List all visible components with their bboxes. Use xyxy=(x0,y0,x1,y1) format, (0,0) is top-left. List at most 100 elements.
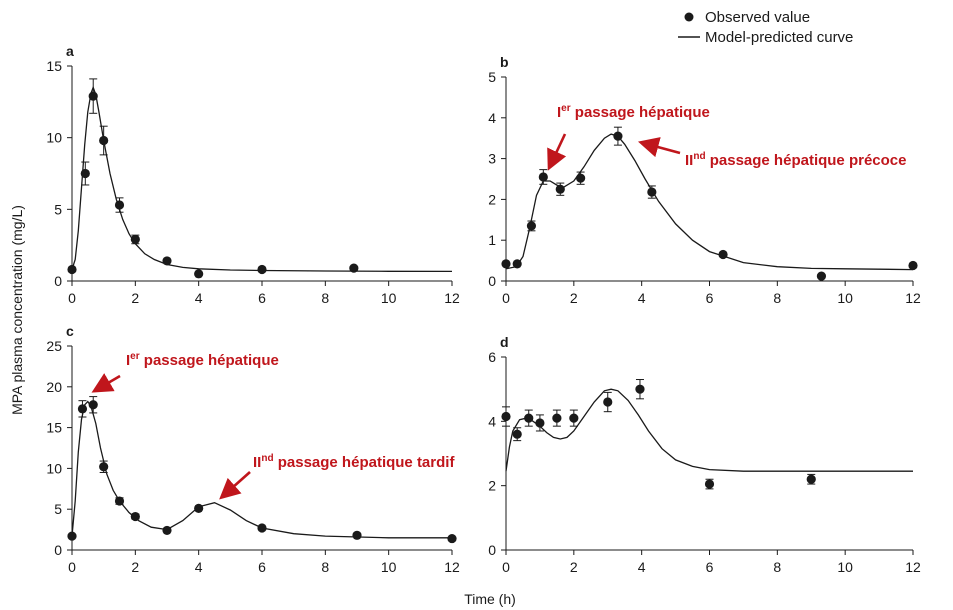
x-tick-label-d-1: 2 xyxy=(570,559,578,575)
observed-point-b-1 xyxy=(512,259,522,269)
model-curve-a xyxy=(71,85,453,273)
annotation-arrow-c-0 xyxy=(91,373,121,393)
panel-letter-b: b xyxy=(500,54,509,70)
x-tick-label-b-0: 0 xyxy=(502,290,510,306)
observed-point-c-8 xyxy=(257,523,267,533)
x-tick-label-c-2: 4 xyxy=(195,559,203,575)
x-tick-label-c-5: 10 xyxy=(381,559,397,575)
y-tick-label-b-0: 0 xyxy=(488,273,496,289)
x-tick-label-c-3: 6 xyxy=(258,559,266,575)
y-tick-label-b-5: 5 xyxy=(488,69,496,85)
x-tick-label-b-4: 8 xyxy=(773,290,781,306)
legend-label-observed: Observed value xyxy=(705,9,810,26)
observed-point-b-6 xyxy=(613,131,623,141)
y-tick-label-b-2: 2 xyxy=(488,191,496,207)
observed-point-c-2 xyxy=(88,400,98,410)
observed-point-c-3 xyxy=(99,462,109,472)
y-tick-label-d-2: 4 xyxy=(488,413,496,429)
x-tick-label-b-1: 2 xyxy=(570,290,578,306)
y-axis-label: MPA plasma concentration (mg/L) xyxy=(9,205,25,415)
observed-point-b-3 xyxy=(538,172,548,182)
observed-point-d-1 xyxy=(512,429,522,439)
observed-point-a-0 xyxy=(67,264,77,275)
observed-point-c-6 xyxy=(162,525,172,536)
observed-point-b-5 xyxy=(576,173,586,183)
panel-letter-a: a xyxy=(66,43,74,59)
observed-point-a-9 xyxy=(349,263,359,273)
y-tick-label-a-0: 0 xyxy=(54,273,62,289)
x-tick-label-d-2: 4 xyxy=(638,559,646,575)
annotation-text-b-0: Ier passage hépatique xyxy=(557,103,710,121)
y-tick-label-c-4: 20 xyxy=(46,379,62,395)
y-tick-label-b-1: 1 xyxy=(488,232,496,248)
x-tick-label-c-4: 8 xyxy=(321,559,329,575)
legend-marker-observed xyxy=(684,12,694,22)
y-tick-label-c-2: 10 xyxy=(46,460,62,476)
observed-point-b-9 xyxy=(816,271,827,281)
x-tick-label-b-5: 10 xyxy=(837,290,853,306)
observed-point-a-8 xyxy=(257,264,267,275)
x-tick-label-a-4: 8 xyxy=(321,290,329,306)
annotation-arrow-b-1 xyxy=(637,137,681,158)
annotation-arrow-c-1 xyxy=(219,471,251,500)
x-tick-label-d-4: 8 xyxy=(773,559,781,575)
y-tick-label-a-3: 15 xyxy=(46,58,62,74)
observed-point-a-4 xyxy=(114,200,125,210)
observed-point-a-1 xyxy=(80,168,90,179)
observed-point-c-4 xyxy=(114,496,125,506)
observed-point-a-3 xyxy=(99,135,109,146)
observed-point-b-8 xyxy=(718,249,728,260)
y-tick-label-b-4: 4 xyxy=(488,110,496,126)
observed-point-b-0 xyxy=(501,259,511,269)
observed-point-d-4 xyxy=(552,413,562,423)
observed-point-a-7 xyxy=(194,269,204,279)
observed-point-a-2 xyxy=(88,91,98,101)
x-tick-label-d-5: 10 xyxy=(837,559,853,575)
y-tick-label-a-1: 5 xyxy=(54,201,62,217)
annotation-text-b-1: IInd passage hépatique précoce xyxy=(685,151,906,169)
model-curve-b xyxy=(505,133,914,271)
panel-c: c 0 5 10 15 20 25 0 2 4 6 8 10 12 Ier passage hépatiqu… xyxy=(46,323,460,575)
x-tick-label-d-3: 6 xyxy=(706,559,714,575)
observed-point-d-2 xyxy=(524,413,534,423)
x-tick-label-b-2: 4 xyxy=(638,290,646,306)
y-tick-label-d-0: 0 xyxy=(488,542,496,558)
observed-point-b-2 xyxy=(526,221,537,231)
observed-point-d-7 xyxy=(635,384,645,394)
model-curve-d xyxy=(505,388,913,472)
observed-point-c-9 xyxy=(352,530,362,540)
panel-d: d 0 2 4 6 0 2 4 6 8 10 12 xyxy=(488,334,921,575)
y-tick-label-b-3: 3 xyxy=(488,151,496,167)
y-tick-label-c-0: 0 xyxy=(54,542,62,558)
observed-point-d-0 xyxy=(501,411,511,422)
x-tick-label-d-0: 0 xyxy=(502,559,510,575)
legend: Observed value Model-predicted curve xyxy=(678,9,853,46)
observed-point-b-7 xyxy=(647,187,657,197)
observed-point-d-9 xyxy=(806,474,816,484)
panel-a: a 0 5 10 15 0 2 4 6 8 10 12 xyxy=(46,43,460,306)
x-tick-label-c-6: 12 xyxy=(444,559,460,575)
observed-point-c-1 xyxy=(77,404,88,414)
x-tick-label-a-5: 10 xyxy=(381,290,397,306)
observed-point-c-10 xyxy=(447,533,457,544)
x-tick-label-a-2: 4 xyxy=(195,290,203,306)
observed-point-c-7 xyxy=(194,503,204,513)
x-tick-label-b-6: 12 xyxy=(905,290,921,306)
x-tick-label-b-3: 6 xyxy=(706,290,714,306)
x-tick-label-a-0: 0 xyxy=(68,290,76,306)
y-tick-label-d-1: 2 xyxy=(488,478,496,494)
annotation-text-c-0: Ier passage hépatique xyxy=(126,351,279,369)
observed-point-b-4 xyxy=(555,184,565,194)
y-tick-label-d-3: 6 xyxy=(488,349,496,365)
x-tick-label-a-3: 6 xyxy=(258,290,266,306)
annotation-arrow-b-0 xyxy=(547,133,567,171)
observed-point-a-5 xyxy=(130,234,140,245)
y-tick-label-c-1: 5 xyxy=(54,501,62,517)
annotation-text-c-1: IInd passage hépatique tardif xyxy=(253,453,455,471)
observed-point-c-5 xyxy=(130,511,140,522)
observed-point-a-6 xyxy=(162,256,172,266)
x-tick-label-d-6: 12 xyxy=(905,559,921,575)
panel-letter-c: c xyxy=(66,323,74,339)
